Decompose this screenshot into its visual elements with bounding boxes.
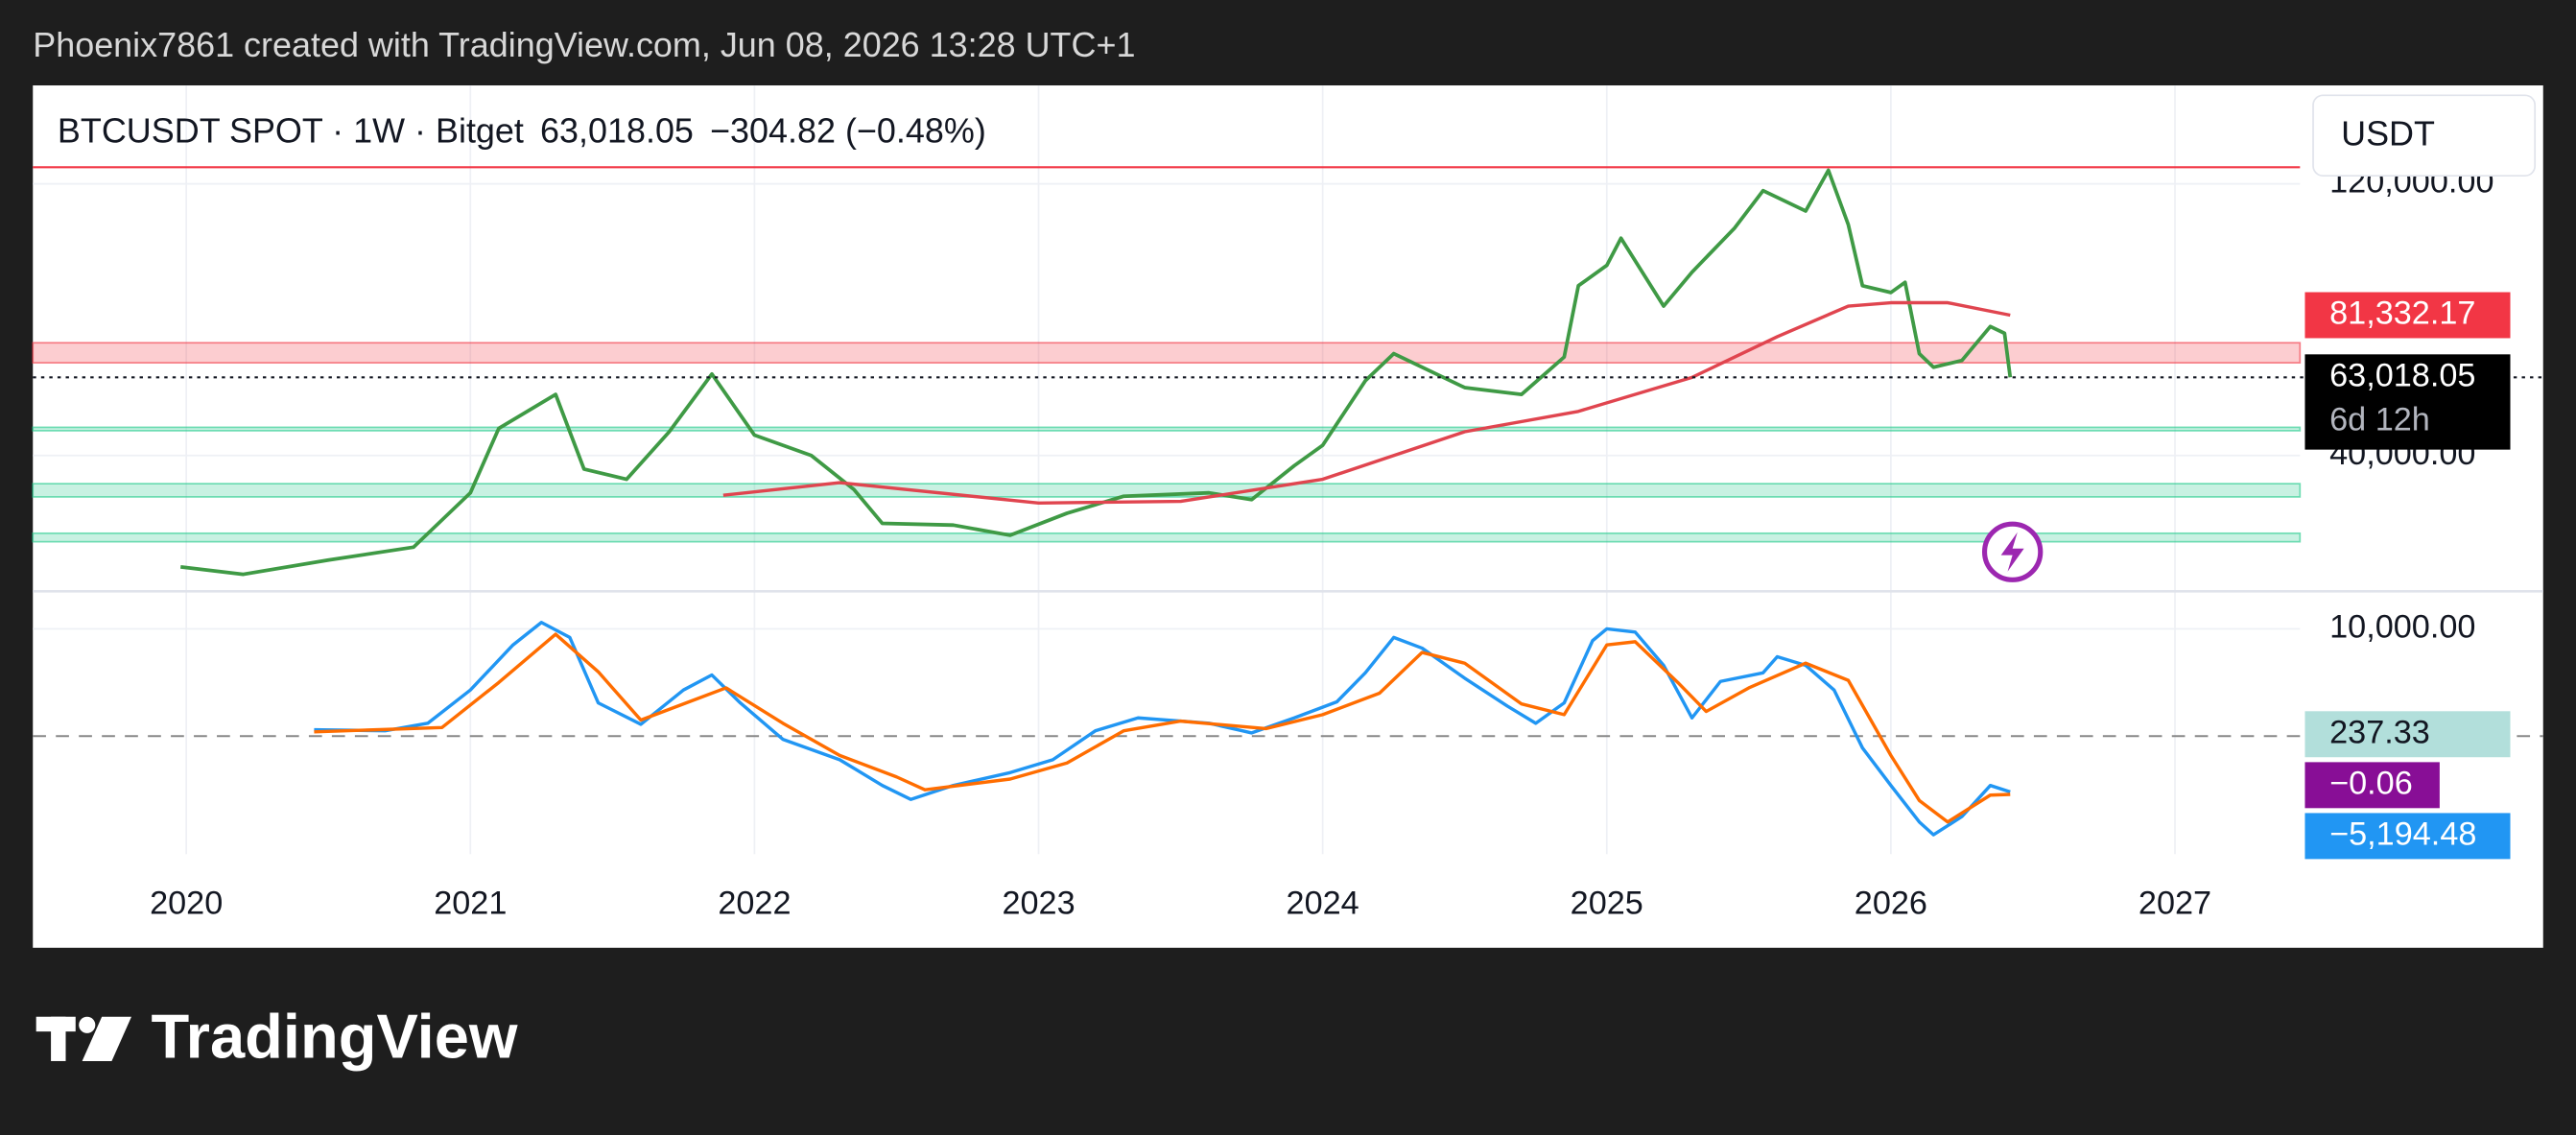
x-tick-label: 2020 xyxy=(150,885,223,921)
x-tick-label: 2027 xyxy=(2139,885,2211,921)
indicator-label-box xyxy=(2304,711,2511,758)
x-tick-label: 2023 xyxy=(1002,885,1075,921)
logo-mark xyxy=(51,1016,66,1061)
x-tick-label: 2024 xyxy=(1287,885,1359,921)
x-tick-label: 2021 xyxy=(434,885,507,921)
zone xyxy=(32,483,2302,498)
indicator-label: −5,194.48 xyxy=(2329,816,2476,852)
zone xyxy=(32,532,2302,543)
legend: BTCUSDT SPOT · 1W · Bitget 63,018.05 −304.… xyxy=(58,110,986,150)
chart-area xyxy=(33,85,2543,948)
series-line xyxy=(180,168,2013,577)
price-label-box xyxy=(2304,354,2511,450)
chart-layer xyxy=(32,85,2543,855)
indicator-label-box xyxy=(2304,813,2511,860)
header-text: Phoenix7861 created with TradingView.com… xyxy=(33,25,1135,64)
price-label: 81,332.17 xyxy=(2329,296,2475,332)
x-tick-label: 2025 xyxy=(1571,885,1643,921)
logo-text: TradingView xyxy=(152,1002,518,1072)
x-tick-label: 2026 xyxy=(1855,885,1927,921)
series-line xyxy=(314,621,2011,837)
indicator-label: −0.06 xyxy=(2329,765,2413,801)
series-line xyxy=(722,300,2011,506)
price-label-box xyxy=(2304,292,2511,339)
currency[interactable]: USDT xyxy=(2341,114,2435,154)
series-line xyxy=(314,632,2011,824)
indicator-label: 237.33 xyxy=(2329,714,2430,750)
alert-icon-bolt xyxy=(2000,532,2024,572)
currency-box[interactable] xyxy=(2312,94,2537,177)
x-tick-label: 2022 xyxy=(718,885,791,921)
price-label: 63,018.05 xyxy=(2329,357,2475,393)
y-tick-label: 10,000.00 xyxy=(2329,609,2475,646)
indicator-label-box xyxy=(2304,762,2440,809)
legend-symbol: BTCUSDT SPOT · 1W · Bitget xyxy=(58,110,524,150)
legend-price: 63,018.05 xyxy=(540,110,694,150)
countdown: 6d 12h xyxy=(2329,402,2430,438)
zone xyxy=(32,426,2302,432)
logo-mark xyxy=(79,1016,96,1033)
logo-mark xyxy=(82,1016,131,1061)
legend-change: −304.82 (−0.48%) xyxy=(710,110,986,150)
